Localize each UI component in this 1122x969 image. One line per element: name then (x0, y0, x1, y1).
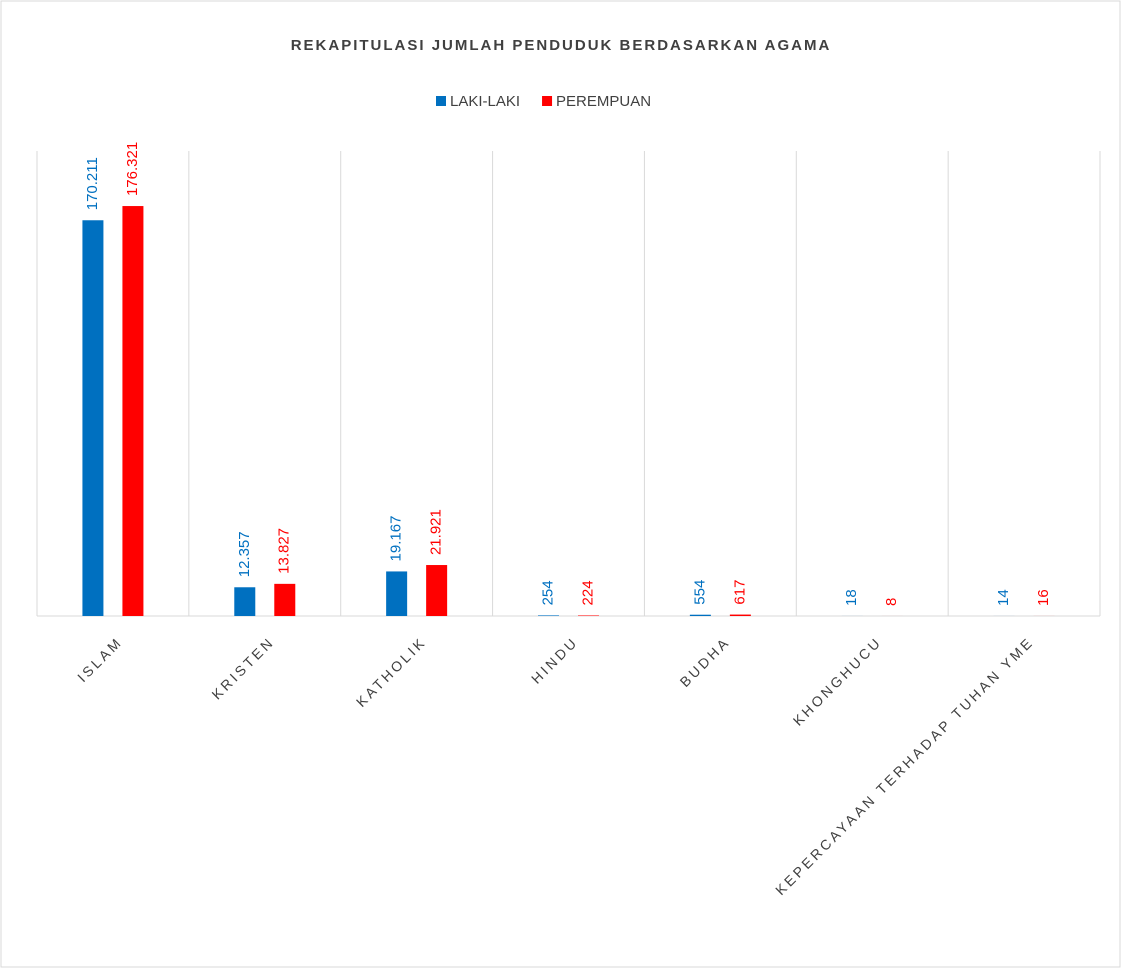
bar (82, 220, 104, 616)
bar (689, 614, 711, 616)
data-label: 14 (995, 589, 1012, 606)
data-label: 170.211 (84, 157, 101, 210)
bar (538, 615, 559, 616)
bar (274, 583, 296, 616)
data-label: 19.167 (388, 516, 405, 562)
legend-label: LAKI-LAKI (450, 93, 520, 110)
bar (426, 565, 448, 616)
bar (386, 571, 408, 616)
data-label: 8 (883, 598, 900, 606)
legend-swatch (436, 96, 446, 106)
data-label: 176.321 (124, 142, 141, 196)
bar (578, 615, 599, 616)
data-label: 554 (691, 580, 708, 605)
data-label: 254 (539, 580, 556, 605)
legend-swatch (542, 96, 553, 106)
data-label: 16 (1035, 589, 1052, 606)
data-label: 224 (579, 580, 596, 605)
data-label: 18 (843, 589, 860, 606)
bar (122, 206, 144, 616)
data-label: 617 (731, 580, 748, 605)
bar (234, 587, 256, 616)
chart-title: REKAPITULASI JUMLAH PENDUDUK BERDASARKAN… (291, 37, 832, 54)
bar (729, 614, 751, 616)
data-label: 21.921 (428, 509, 445, 555)
legend-label: PEREMPUAN (556, 93, 651, 110)
data-label: 13.827 (276, 528, 293, 574)
data-label: 12.357 (236, 531, 253, 577)
